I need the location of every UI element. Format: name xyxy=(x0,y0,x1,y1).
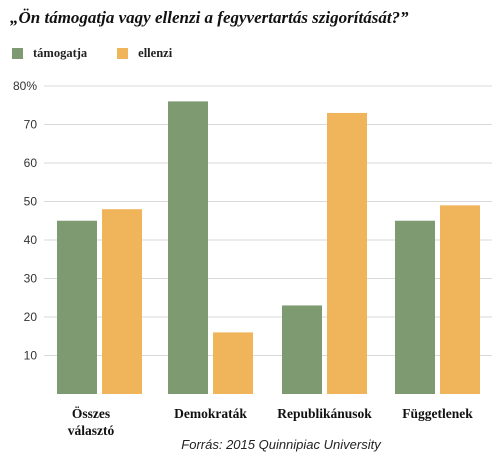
category-label: Függetlenek xyxy=(402,406,473,421)
source-text: Forrás: 2015 Quinnipiac University xyxy=(181,437,381,452)
category-label: Republikánusok xyxy=(277,406,372,421)
y-tick-label: 80% xyxy=(13,79,37,93)
y-tick-label: 40 xyxy=(24,233,38,247)
y-tick-label: 50 xyxy=(24,195,38,209)
bar xyxy=(395,220,435,394)
y-tick-label: 10 xyxy=(24,349,38,363)
category-label: választó xyxy=(68,423,115,438)
category-label: Összes xyxy=(72,406,110,421)
legend-item-oppose: ellenzi xyxy=(117,46,172,61)
bar xyxy=(440,205,480,394)
legend-swatch-oppose xyxy=(117,48,129,59)
legend-swatch-support xyxy=(12,48,23,59)
bar xyxy=(327,112,367,394)
y-tick-label: 20 xyxy=(24,310,38,324)
bar xyxy=(102,209,142,394)
source-note: Forrás: 2015 Quinnipiac University xyxy=(0,437,500,452)
bar xyxy=(282,305,322,394)
legend-label-oppose: ellenzi xyxy=(138,46,173,60)
bar xyxy=(57,220,97,394)
y-tick-label: 60 xyxy=(24,156,38,170)
legend-label-support: támogatja xyxy=(33,46,88,60)
legend-item-support: támogatja xyxy=(12,46,87,61)
category-label: Demokraták xyxy=(174,406,247,421)
y-tick-label: 70 xyxy=(24,118,38,132)
y-tick-label: 30 xyxy=(24,272,38,286)
chart-title: „Ön támogatja vagy ellenzi a fegyvertart… xyxy=(10,8,409,27)
bar xyxy=(213,332,253,394)
bar xyxy=(168,101,208,395)
legend: támogatja ellenzi xyxy=(12,46,202,61)
